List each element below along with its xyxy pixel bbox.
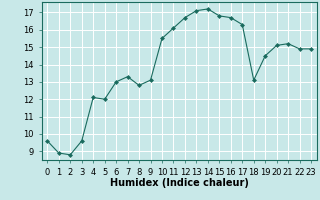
X-axis label: Humidex (Indice chaleur): Humidex (Indice chaleur) bbox=[110, 178, 249, 188]
